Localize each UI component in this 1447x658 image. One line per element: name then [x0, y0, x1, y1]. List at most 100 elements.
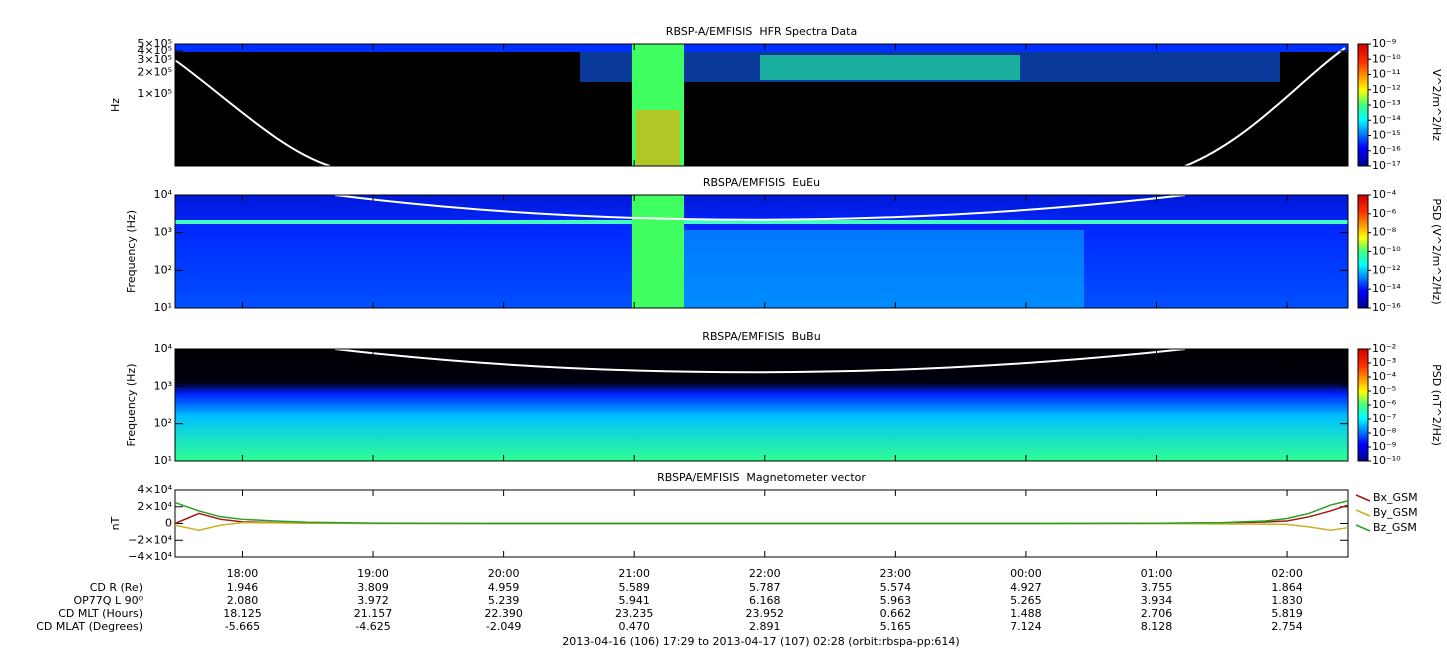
y-axis-label: Hz [109, 98, 122, 112]
colorbar [1357, 194, 1369, 309]
ephemeris-value: -4.625 [355, 620, 390, 633]
colorbar [1357, 348, 1369, 462]
panel-title: RBSPA/EMFISIS Magnetometer vector [657, 471, 866, 484]
colorbar-tick-label: 10⁻⁶ [1372, 398, 1397, 411]
x-tick-label: 22:00 [749, 567, 781, 580]
footer: 2013-04-16 (106) 17:29 to 2013-04-17 (10… [562, 635, 959, 648]
y-tick-label: 10⁴ [154, 188, 173, 201]
ephemeris-label: CD MLT (Hours) [58, 607, 143, 620]
x-tick-label: 00:00 [1010, 567, 1042, 580]
colorbar-tick-label: 10⁻² [1372, 342, 1396, 355]
ephemeris-value: 7.124 [1010, 620, 1042, 633]
colorbar-tick-label: 10⁻⁹ [1372, 37, 1396, 50]
colorbar-tick-label: 10⁻⁴ [1372, 370, 1397, 383]
plot-frame [174, 348, 1349, 462]
colorbar-tick-label: 10⁻⁶ [1372, 207, 1397, 220]
colorbar-tick-label: 10⁻³ [1372, 356, 1396, 369]
ephemeris-value: 5.787 [749, 581, 781, 594]
ephemeris-value: 23.952 [746, 607, 785, 620]
ephemeris-value: 5.589 [618, 581, 650, 594]
legend-label: Bz_GSM [1373, 521, 1417, 534]
y-axis-label: Frequency (Hz) [125, 210, 138, 293]
panel-title: RBSP-A/EMFISIS HFR Spectra Data [666, 25, 857, 38]
y-tick-label: 10² [154, 417, 172, 430]
colorbar-tick-label: 10⁻⁸ [1372, 226, 1397, 239]
y-tick-label: 5×10⁵ [137, 37, 172, 50]
ephemeris-value: 5.265 [1010, 594, 1042, 607]
legend-swatch [1355, 524, 1371, 532]
ephemeris-value: 1.830 [1271, 594, 1303, 607]
ephemeris-value: 5.819 [1271, 607, 1303, 620]
colorbar-tick-label: 10⁻¹⁰ [1372, 52, 1401, 65]
y-tick-label: 10⁴ [154, 342, 173, 355]
x-tick-label: 21:00 [618, 567, 650, 580]
spectrogram-image [174, 44, 1348, 461]
colorbar [1357, 43, 1369, 167]
y-tick-label: 2×10⁵ [137, 66, 172, 79]
x-tick-label: 01:00 [1141, 567, 1173, 580]
legend-label: Bx_GSM [1373, 491, 1418, 504]
y-tick-label: 4×10⁴ [137, 483, 172, 496]
colorbar-tick-label: 10⁻¹³ [1372, 98, 1401, 111]
ephemeris-label: OP77Q L 90⁰ [74, 594, 144, 607]
colorbar-tick-label: 10⁻⁹ [1372, 440, 1396, 453]
colorbar-label: PSD (nT^2/Hz) [1430, 364, 1443, 446]
x-tick-label: 02:00 [1271, 567, 1303, 580]
colorbar-tick-label: 10⁻¹⁴ [1372, 282, 1401, 295]
colorbar-label: PSD (V^2/m^2/Hz) [1430, 198, 1443, 304]
ephemeris-value: 18.125 [223, 607, 262, 620]
colorbar-tick-label: 10⁻¹¹ [1372, 68, 1401, 81]
ephemeris-value: 2.706 [1141, 607, 1173, 620]
ephemeris-value: 2.754 [1271, 620, 1303, 633]
colorbar-tick-label: 10⁻¹⁶ [1372, 301, 1401, 314]
ephemeris-value: 1.488 [1010, 607, 1042, 620]
colorbar-tick-label: 10⁻¹² [1372, 263, 1401, 276]
ephemeris-value: 22.390 [484, 607, 523, 620]
plot-frame [174, 43, 1349, 167]
colorbar-tick-label: 10⁻¹⁰ [1372, 245, 1401, 258]
plot-frame [174, 194, 1349, 309]
panel-title: RBSPA/EMFISIS EuEu [703, 176, 820, 189]
y-tick-label: 10³ [154, 379, 172, 392]
ephemeris-value: 23.235 [615, 607, 654, 620]
y-axis-label: Frequency (Hz) [125, 364, 138, 447]
ephemeris-value: 1.864 [1271, 581, 1303, 594]
x-tick-label: 23:00 [879, 567, 911, 580]
y-tick-label: −4×10⁴ [128, 550, 172, 563]
ephemeris-value: 3.972 [357, 594, 389, 607]
colorbar-tick-label: 10⁻¹⁰ [1372, 454, 1401, 467]
colorbar-tick-label: 10⁻¹² [1372, 83, 1401, 96]
ephemeris-value: 4.959 [488, 581, 520, 594]
ephemeris-value: 5.963 [880, 594, 912, 607]
y-axis-label: nT [109, 516, 122, 530]
ephemeris-value: 1.946 [227, 581, 259, 594]
ephemeris-value: 0.662 [880, 607, 912, 620]
ephemeris-value: 3.934 [1141, 594, 1173, 607]
line-series [174, 504, 1349, 525]
ephemeris-value: -2.049 [486, 620, 521, 633]
ephemeris-value: 4.927 [1010, 581, 1042, 594]
y-tick-label: 3×10⁵ [137, 53, 172, 66]
y-tick-label: 2×10⁴ [137, 500, 172, 513]
colorbar-tick-label: 10⁻⁷ [1372, 412, 1396, 425]
legend-swatch [1355, 494, 1371, 502]
ephemeris-value: 2.891 [749, 620, 781, 633]
ephemeris-value: -5.665 [225, 620, 260, 633]
ephemeris-value: 5.574 [880, 581, 912, 594]
ephemeris-value: 5.165 [880, 620, 912, 633]
y-tick-label: 0 [165, 517, 172, 530]
colorbar-tick-label: 10⁻¹⁷ [1372, 159, 1401, 172]
y-tick-label: 4×10⁵ [137, 44, 172, 57]
ephemeris-label: CD MLAT (Degrees) [36, 620, 143, 633]
colorbar-tick-label: 10⁻¹⁴ [1372, 113, 1401, 126]
x-tick-label: 20:00 [488, 567, 520, 580]
y-tick-label: 10³ [154, 226, 172, 239]
legend-label: By_GSM [1373, 506, 1418, 519]
ephemeris-value: 5.941 [618, 594, 650, 607]
colorbar-tick-label: 10⁻¹⁶ [1372, 144, 1401, 157]
legend-swatch [1355, 509, 1371, 517]
line-series [174, 500, 1349, 525]
ephemeris-value: 21.157 [354, 607, 393, 620]
ephemeris-value: 3.755 [1141, 581, 1173, 594]
